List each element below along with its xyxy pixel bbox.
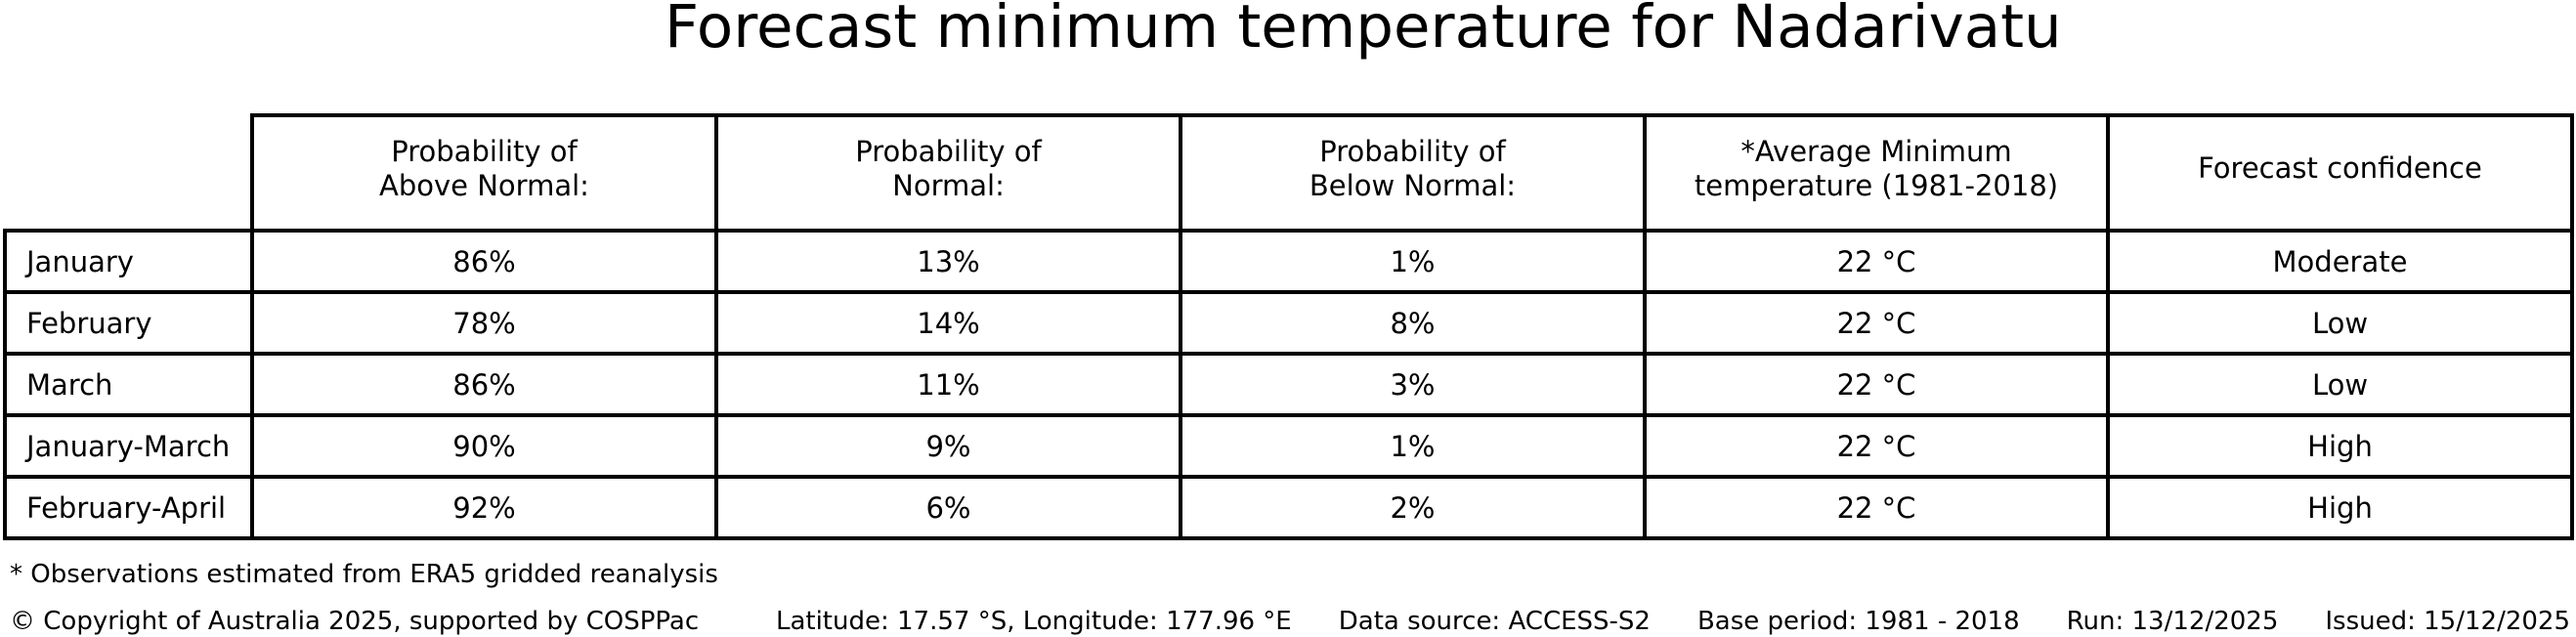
row-label: January-March <box>3 413 254 479</box>
row-label: March <box>3 352 254 417</box>
cell-confidence: Moderate <box>2106 229 2574 294</box>
cell-avg-min-temp: 22 °C <box>1643 413 2110 479</box>
forecast-table: Probability of Above Normal: Probability… <box>3 113 2574 540</box>
cell-normal: 6% <box>714 475 1182 540</box>
table-row-february-april: February-April 92% 6% 2% 22 °C High <box>3 475 2574 540</box>
cell-normal: 13% <box>714 229 1182 294</box>
col-header-above-normal: Probability of Above Normal: <box>250 113 718 233</box>
location-text: Latitude: 17.57 °S, Longitude: 177.96 °E <box>775 607 1292 636</box>
cell-above-normal: 86% <box>250 229 718 294</box>
cell-above-normal: 78% <box>250 290 718 356</box>
cell-avg-min-temp: 22 °C <box>1643 290 2110 356</box>
copyright-text: © Copyright of Australia 2025, supported… <box>10 607 700 636</box>
cell-below-normal: 1% <box>1179 229 1647 294</box>
col-header-forecast-confidence: Forecast confidence <box>2106 113 2574 233</box>
row-label: January <box>3 229 254 294</box>
table-row-march: March 86% 11% 3% 22 °C Low <box>3 352 2574 417</box>
cell-avg-min-temp: 22 °C <box>1643 229 2110 294</box>
page-title: Forecast minimum temperature for Nadariv… <box>665 0 2062 62</box>
table-row-january-march: January-March 90% 9% 1% 22 °C High <box>3 413 2574 479</box>
cell-below-normal: 3% <box>1179 352 1647 417</box>
row-label: February-April <box>3 475 254 540</box>
table-row-february: February 78% 14% 8% 22 °C Low <box>3 290 2574 356</box>
cell-above-normal: 90% <box>250 413 718 479</box>
cell-confidence: Low <box>2106 352 2574 417</box>
col-header-normal: Probability of Normal: <box>714 113 1182 233</box>
cell-above-normal: 86% <box>250 352 718 417</box>
cell-below-normal: 8% <box>1179 290 1647 356</box>
footnote: * Observations estimated from ERA5 gridd… <box>10 560 718 589</box>
cell-avg-min-temp: 22 °C <box>1643 352 2110 417</box>
cell-avg-min-temp: 22 °C <box>1643 475 2110 540</box>
cell-confidence: High <box>2106 475 2574 540</box>
col-header-avg-min-temp: *Average Minimum temperature (1981-2018) <box>1643 113 2110 233</box>
cell-below-normal: 2% <box>1179 475 1647 540</box>
issued-date-text: Issued: 15/12/2025 <box>2325 607 2570 636</box>
run-date-text: Run: 13/12/2025 <box>2066 607 2279 636</box>
col-header-below-normal: Probability of Below Normal: <box>1179 113 1647 233</box>
table-row-january: January 86% 13% 1% 22 °C Moderate <box>3 229 2574 294</box>
header-row: Probability of Above Normal: Probability… <box>5 113 2574 233</box>
corner-cell <box>5 115 254 233</box>
data-source-text: Data source: ACCESS-S2 <box>1338 607 1651 636</box>
cell-normal: 9% <box>714 413 1182 479</box>
cell-above-normal: 92% <box>250 475 718 540</box>
cell-confidence: High <box>2106 413 2574 479</box>
cell-below-normal: 1% <box>1179 413 1647 479</box>
base-period-text: Base period: 1981 - 2018 <box>1696 607 2020 636</box>
row-label: February <box>3 290 254 356</box>
footer-bar: © Copyright of Australia 2025, supported… <box>10 607 2570 636</box>
cell-normal: 14% <box>714 290 1182 356</box>
cell-normal: 11% <box>714 352 1182 417</box>
cell-confidence: Low <box>2106 290 2574 356</box>
